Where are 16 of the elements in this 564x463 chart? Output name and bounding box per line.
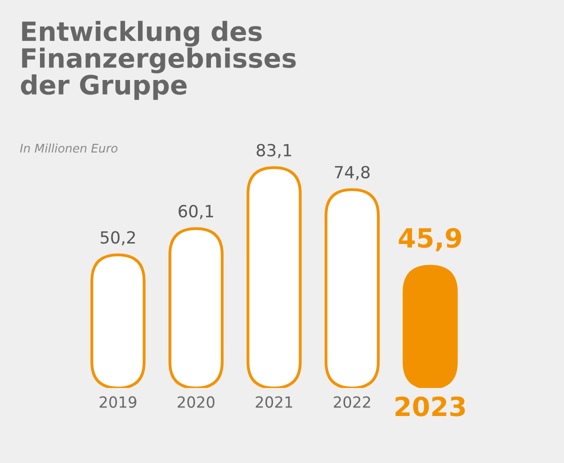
bar: [168, 227, 224, 388]
bar: [246, 166, 302, 388]
chart-title: Entwicklung des Finanzergebnisses der Gruppe: [20, 20, 296, 100]
data-label: 45,9: [398, 228, 462, 252]
x-tick-label: 2023: [396, 396, 465, 416]
bar: [324, 188, 380, 388]
bar: [90, 253, 146, 388]
data-label: 83,1: [256, 144, 292, 158]
data-label: 50,2: [100, 231, 135, 246]
chart-subtitle: In Millionen Euro: [20, 144, 118, 153]
x-tick-label: 2021: [256, 396, 292, 408]
x-tick-label: 2020: [178, 396, 214, 408]
data-label: 74,8: [334, 166, 370, 180]
x-tick-label: 2019: [100, 396, 136, 408]
x-tick-label: 2022: [334, 396, 370, 408]
data-label: 60,1: [178, 204, 214, 220]
